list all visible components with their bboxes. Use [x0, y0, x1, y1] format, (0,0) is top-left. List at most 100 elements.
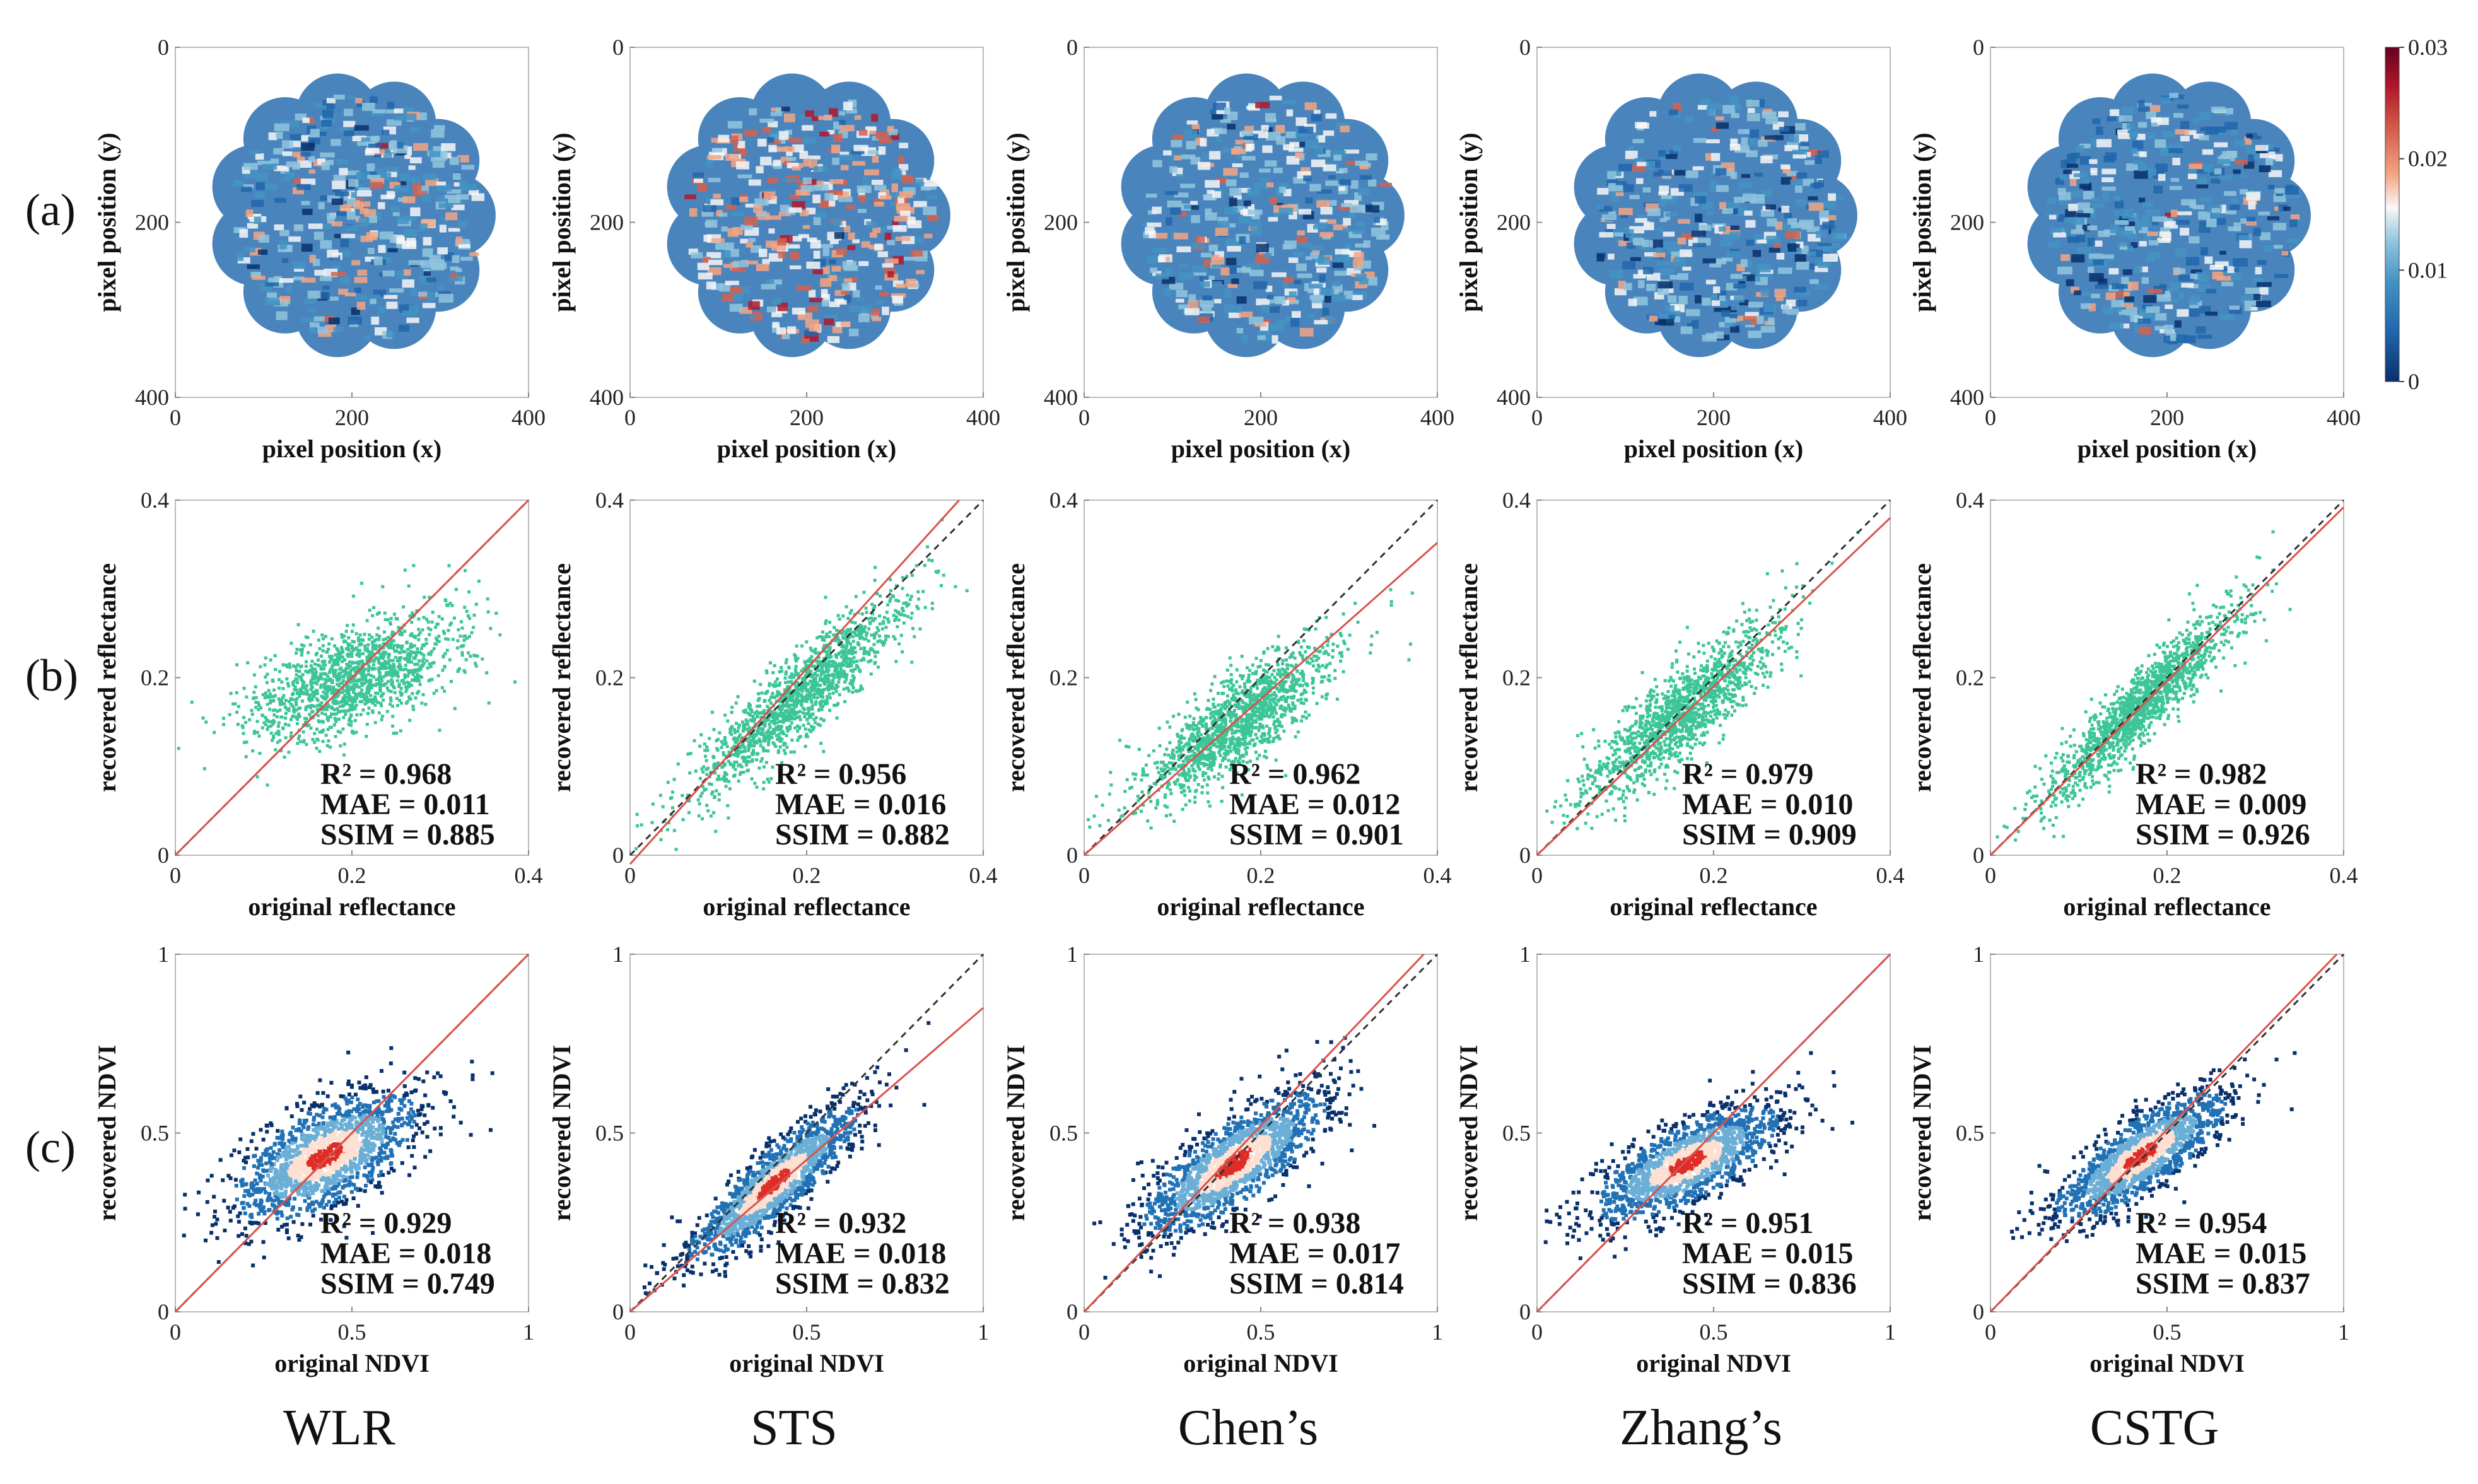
map-texel	[402, 196, 415, 203]
y-tick-label: 0.2	[141, 665, 169, 691]
scatter-point	[736, 730, 739, 733]
map-texel	[1674, 170, 1686, 176]
scatter-point	[772, 728, 775, 731]
map-texel	[410, 127, 420, 132]
map-texel	[1780, 165, 1790, 170]
scatter-point	[780, 708, 783, 711]
scatter-point	[305, 743, 308, 746]
scatter-point	[318, 720, 321, 723]
map-texel	[875, 300, 884, 305]
scatter-point	[371, 711, 375, 714]
map-texel	[723, 264, 730, 268]
scatter-point	[372, 663, 375, 667]
scatter-point	[416, 663, 419, 666]
map-texel	[768, 228, 774, 233]
map-texel	[2095, 284, 2109, 289]
map-texel	[374, 257, 383, 266]
map-texel	[1814, 182, 1821, 189]
scatter-point	[884, 626, 887, 629]
map-texel	[911, 250, 923, 257]
map-texel	[1270, 197, 1278, 204]
x-tick-label: 0.4	[515, 863, 543, 888]
scatter-point	[784, 672, 787, 675]
scatter-point	[797, 657, 800, 660]
map-texel	[1681, 327, 1693, 334]
map-texel	[1360, 175, 1371, 180]
map-texel	[1719, 296, 1726, 301]
scatter-point	[710, 783, 713, 786]
scatter-point	[329, 715, 332, 718]
map-texel	[875, 285, 882, 289]
map-texel	[842, 283, 850, 291]
scatter-point	[404, 568, 407, 571]
map-texel	[2158, 174, 2166, 181]
scatter-point	[378, 670, 381, 674]
map-texel	[2088, 238, 2095, 247]
scatter-point	[900, 634, 903, 637]
scatter-point	[295, 674, 298, 677]
scatter-point	[336, 695, 339, 698]
x-tick-label: 200	[1244, 405, 1278, 430]
map-texel	[1316, 200, 1330, 207]
scatter-point	[769, 701, 773, 704]
map-texel	[1766, 236, 1781, 243]
map-texel	[2218, 175, 2233, 179]
map-texel	[354, 288, 361, 293]
map-texel	[357, 301, 366, 310]
map-texel	[1279, 207, 1294, 214]
map-texel	[1202, 295, 1212, 300]
map-texel	[892, 168, 901, 176]
map-texel	[265, 283, 279, 286]
map-texel	[1816, 231, 1826, 238]
scatter-point	[349, 673, 352, 676]
map-texel	[1789, 135, 1799, 143]
scatter-point	[282, 694, 285, 698]
map-texel	[852, 239, 860, 243]
map-texel	[430, 151, 441, 157]
scatter-point	[337, 652, 341, 655]
scatter-point	[858, 670, 862, 673]
scatter-point	[359, 713, 363, 716]
scatter-point	[827, 681, 831, 684]
map-texel	[765, 279, 774, 284]
y-tick-label: 0	[158, 843, 169, 868]
map-texel	[1298, 243, 1311, 247]
map-texel	[460, 257, 473, 260]
map-texel	[1150, 267, 1157, 273]
map-texel	[2253, 154, 2260, 160]
map-texel	[2224, 122, 2238, 130]
map-texel	[1746, 240, 1754, 246]
scatter-point	[718, 798, 721, 802]
scatter-point	[404, 663, 407, 667]
map-texel	[871, 114, 878, 122]
scatter-point	[386, 710, 389, 713]
scatter-point	[243, 741, 246, 744]
scatter-point	[299, 740, 302, 743]
scatter-point	[317, 739, 320, 742]
scatter-point	[827, 674, 830, 677]
scatter-point	[305, 665, 308, 668]
map-texel	[834, 299, 845, 303]
scatter-point	[428, 633, 431, 636]
scatter-point	[345, 630, 348, 633]
scatter-point	[747, 737, 750, 740]
scatter-point	[759, 740, 763, 744]
scatter-point	[732, 737, 735, 740]
scatter-point	[374, 721, 377, 724]
scatter-point	[359, 700, 362, 703]
scatter-point	[237, 723, 240, 726]
scatter-point	[424, 703, 427, 706]
map-texel	[1348, 213, 1356, 218]
scatter-point	[796, 730, 799, 733]
map-texel	[698, 272, 713, 279]
map-texel	[1678, 219, 1690, 223]
scatter-point	[313, 704, 316, 708]
scatter-point	[308, 693, 312, 696]
scatter-point	[325, 733, 328, 737]
map-texel	[1794, 287, 1806, 293]
map-texel	[749, 180, 761, 186]
map-texel	[2180, 228, 2189, 235]
scatter-point	[406, 660, 409, 663]
map-texel	[2257, 260, 2267, 265]
map-texel	[874, 185, 886, 190]
